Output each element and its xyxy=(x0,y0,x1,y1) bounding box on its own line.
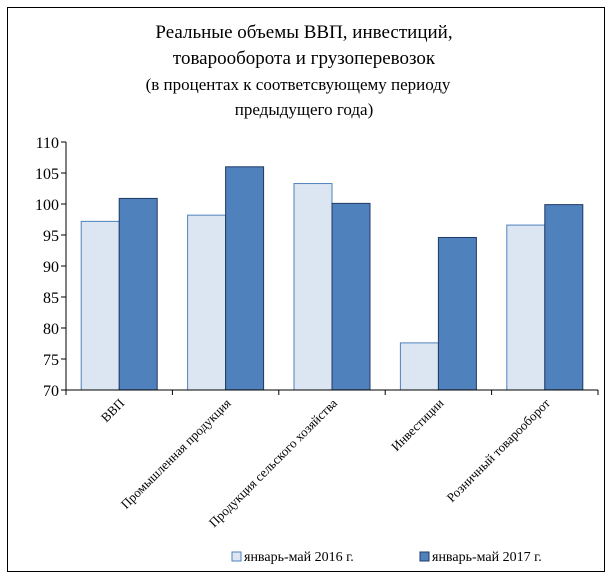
y-axis: 70 75 80 85 90 95 100 105 110 xyxy=(35,135,67,400)
bar-2016 xyxy=(80,220,120,391)
legend-label-2017: январь-май 2017 г. xyxy=(432,550,542,565)
bar-2016 xyxy=(187,214,227,391)
y-tick-label: 75 xyxy=(43,352,59,369)
y-tick-label: 70 xyxy=(43,383,59,400)
chart-title-line-2: товарооборота и грузоперевозок xyxy=(173,48,436,69)
y-tick-label: 95 xyxy=(43,228,59,245)
x-tick-label: Продукция сельского хозяйства xyxy=(206,395,341,530)
chart-subtitle-line-2: предыдущего года) xyxy=(235,100,374,119)
x-tick-label: Инвестиции xyxy=(388,395,447,454)
bar-2017 xyxy=(437,236,477,391)
y-tick-label: 85 xyxy=(43,290,59,307)
bar-2017 xyxy=(544,204,584,391)
bars xyxy=(80,166,584,391)
y-tick-label: 105 xyxy=(35,166,59,183)
y-tick-label: 100 xyxy=(35,197,59,214)
chart-title-line-1: Реальные объемы ВВП, инвестиций, xyxy=(155,22,452,43)
legend: январь-май 2016 г. январь-май 2017 г. xyxy=(231,550,542,565)
y-tick-label: 110 xyxy=(36,135,59,152)
bar-2016 xyxy=(293,183,333,391)
x-tick-label: Промышленная продукция xyxy=(118,396,234,512)
bar-2017 xyxy=(225,166,265,391)
legend-swatch-2017 xyxy=(419,551,430,562)
bar-chart: Реальные объемы ВВП, инвестиций, товароо… xyxy=(35,22,599,565)
bar-2017 xyxy=(118,197,158,391)
x-tick-label: ВВП xyxy=(98,396,128,426)
chart-frame: Реальные объемы ВВП, инвестиций, товароо… xyxy=(7,7,605,572)
x-tick-label: Розничный товарооборот xyxy=(443,395,553,505)
bar-2016 xyxy=(399,342,439,391)
bar-2016 xyxy=(506,224,546,391)
y-tick-label: 80 xyxy=(43,321,59,338)
legend-swatch-2016 xyxy=(231,551,242,562)
bar-2017 xyxy=(331,202,371,391)
legend-label-2016: январь-май 2016 г. xyxy=(244,550,354,565)
chart-subtitle-line-1: (в процентах к соответсвующему периоду xyxy=(146,75,451,94)
y-tick-label: 90 xyxy=(43,259,59,276)
